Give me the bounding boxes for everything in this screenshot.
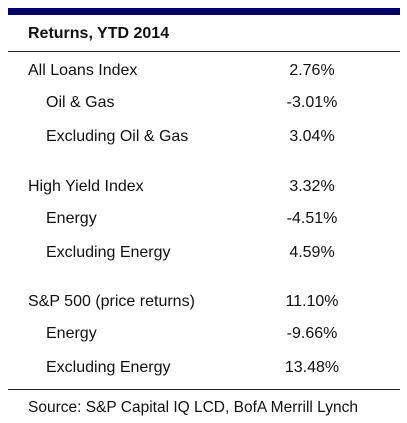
rule	[8, 51, 400, 52]
row-label: S&P 500 (price returns)	[28, 293, 195, 310]
table-title: Returns, YTD 2014	[28, 25, 170, 42]
row-value: 13.48%	[284, 359, 340, 376]
row-label: High Yield Index	[28, 178, 144, 195]
source-note: Source: S&P Capital IQ LCD, BofA Merrill…	[28, 399, 358, 416]
rule	[8, 389, 400, 390]
row-value: 2.76%	[289, 62, 335, 79]
sub-row-label: Excluding Energy	[46, 244, 171, 261]
row-label: All Loans Index	[28, 62, 138, 79]
sub-row-label: Oil & Gas	[46, 94, 115, 111]
row-value: 4.59%	[289, 244, 335, 261]
row-value: 11.10%	[285, 293, 339, 310]
header-bar	[8, 8, 400, 15]
sub-row-label: Energy	[46, 325, 97, 342]
sub-row-label: Excluding Energy	[46, 359, 171, 376]
row-value: -3.01%	[286, 94, 338, 111]
row-value: -4.51%	[286, 210, 338, 227]
sub-row-label: Excluding Oil & Gas	[46, 128, 189, 145]
row-value: 3.32%	[289, 178, 335, 195]
sub-row-label: Energy	[46, 210, 97, 227]
row-value: -9.66%	[286, 325, 338, 342]
row-value: 3.04%	[289, 128, 335, 145]
